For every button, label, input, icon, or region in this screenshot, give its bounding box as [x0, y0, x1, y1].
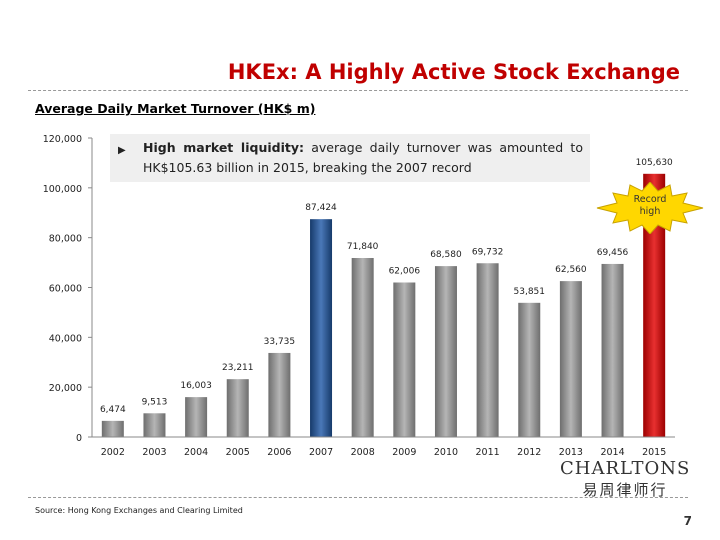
x-tick-label-2008: 2008	[351, 447, 375, 458]
bar-2015	[643, 173, 666, 438]
x-tick-label-2009: 2009	[392, 447, 416, 458]
x-tick-label-2006: 2006	[267, 447, 291, 458]
x-tick-label-2010: 2010	[434, 447, 458, 458]
title-divider	[28, 90, 688, 91]
y-tick-label: 100,000	[43, 184, 82, 195]
y-tick-label: 60,000	[49, 284, 82, 295]
record-high-badge: Record high	[595, 194, 705, 218]
charltons-logo: CHARLTONS 易周律师行	[560, 458, 690, 500]
bar-2012	[518, 302, 541, 437]
callout-lead: High market liquidity:	[143, 140, 304, 155]
value-label-2010: 68,580	[430, 250, 462, 260]
record-high-burst-icon	[596, 182, 704, 234]
bar-series: 6,474 9,513 16,003 23,211 33,735 87,424 71,840…	[100, 158, 673, 438]
bar-2010	[434, 266, 457, 437]
x-tick-label-2015: 2015	[642, 447, 666, 458]
bar-2013	[559, 281, 582, 437]
x-axis: 2002 2003 2004 2005 2006 2007 2008 2009 2010 2011…	[92, 436, 675, 458]
x-tick-label-2014: 2014	[600, 447, 624, 458]
y-tick-label: 80,000	[49, 234, 82, 245]
value-label-2012: 53,851	[514, 287, 546, 297]
x-tick-label-2002: 2002	[101, 447, 125, 458]
bar-2003	[143, 413, 166, 437]
value-label-2008: 71,840	[347, 242, 379, 252]
value-label-2013: 62,560	[555, 265, 587, 275]
bullet-arrow-icon: ▶	[118, 145, 126, 156]
footer-divider	[28, 497, 688, 498]
callout-text: High market liquidity: average daily tur…	[143, 138, 583, 178]
bar-2007	[310, 219, 333, 437]
bar-2004	[185, 397, 208, 437]
bar-2002	[101, 420, 124, 437]
bar-2014	[601, 263, 624, 437]
value-label-2014: 69,456	[597, 248, 629, 258]
y-tick-label: 40,000	[49, 333, 82, 344]
bar-2009	[393, 282, 416, 437]
y-tick-label: 20,000	[49, 383, 82, 394]
value-label-2005: 23,211	[222, 363, 254, 373]
source-note: Source: Hong Kong Exchanges and Clearing…	[35, 506, 243, 515]
page-number: 7	[683, 514, 692, 528]
value-label-2007: 87,424	[305, 203, 337, 213]
bar-2011	[476, 263, 499, 437]
liquidity-callout: ▶ High market liquidity: average daily t…	[110, 134, 590, 182]
logo-chinese: 易周律师行	[582, 481, 668, 499]
bar-2006	[268, 352, 291, 437]
chart-subtitle: Average Daily Market Turnover (HK$ m)	[35, 101, 316, 116]
x-tick-label-2004: 2004	[184, 447, 208, 458]
value-label-2009: 62,006	[389, 267, 421, 277]
x-tick-label-2013: 2013	[559, 447, 583, 458]
slide-title: HKEx: A Highly Active Stock Exchange	[227, 60, 680, 84]
value-label-2011: 69,732	[472, 247, 504, 257]
value-label-2003: 9,513	[142, 397, 168, 407]
x-tick-label-2011: 2011	[476, 447, 500, 458]
y-tick-label: 120,000	[43, 134, 82, 145]
x-tick-label-2007: 2007	[309, 447, 333, 458]
logo-english: CHARLTONS	[560, 458, 691, 479]
value-label-2006: 33,735	[264, 337, 296, 347]
bar-2008	[351, 257, 374, 437]
bar-2005	[226, 379, 249, 437]
callout-body: average daily turnover was amounted to H…	[143, 140, 583, 175]
value-label-2004: 16,003	[180, 381, 212, 391]
value-label-2015: 105,630	[636, 158, 673, 168]
value-label-2002: 6,474	[100, 405, 126, 415]
y-axis: 0 20,000 40,000 60,000 80,000 100,000 120,000	[43, 134, 93, 444]
x-tick-label-2003: 2003	[142, 447, 166, 458]
x-tick-label-2012: 2012	[517, 447, 541, 458]
badge-line-2: high	[639, 206, 661, 217]
x-tick-label-2005: 2005	[226, 447, 250, 458]
badge-line-1: Record	[633, 194, 667, 205]
y-tick-label: 0	[76, 433, 82, 444]
